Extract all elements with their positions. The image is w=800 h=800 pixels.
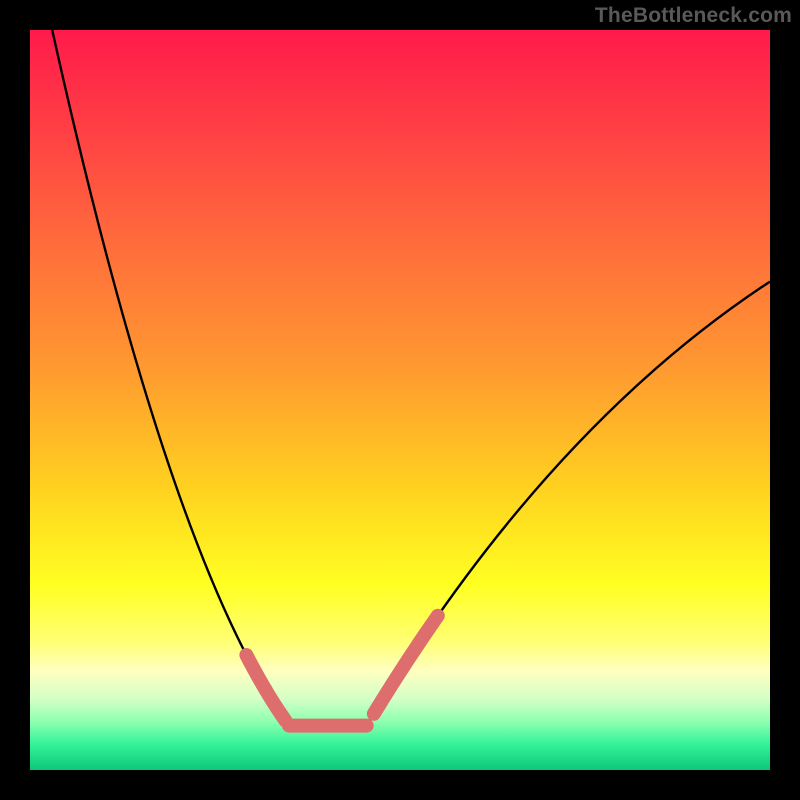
plot-area [30,30,770,770]
watermark-text: TheBottleneck.com [595,4,792,28]
bottleneck-chart [0,0,800,800]
